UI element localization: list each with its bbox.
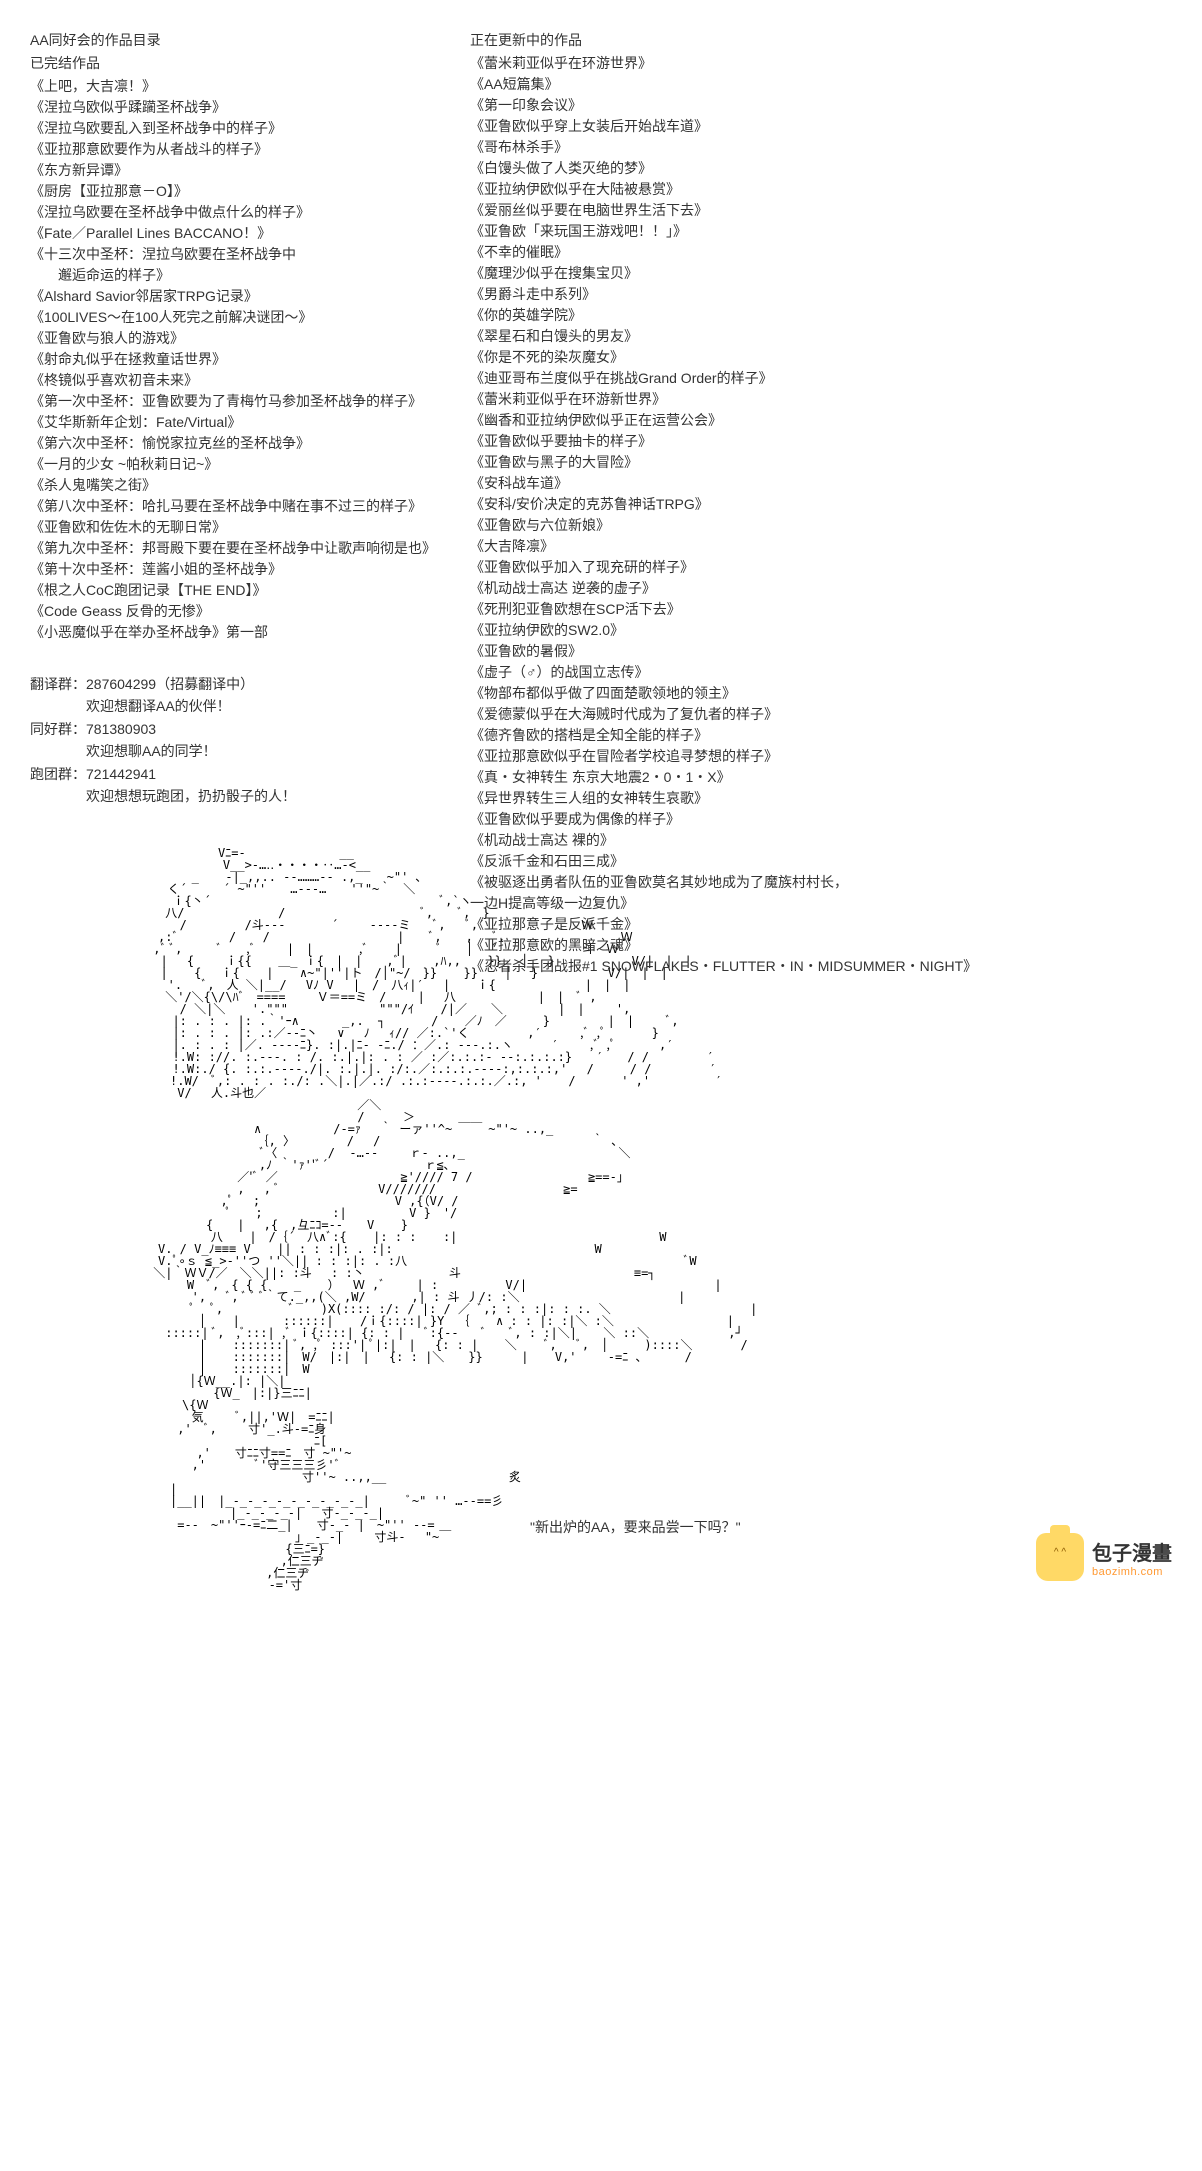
completed-item: 《上吧，大吉凛！》	[30, 76, 430, 97]
updating-item: 《物部布都似乎做了四面楚歌领地的领主》	[470, 683, 1172, 704]
updating-item: 《亚鲁欧似乎要抽卡的样子》	[470, 431, 1172, 452]
logo-sub-text: baozimh.com	[1092, 1566, 1172, 1578]
completed-item: 《涅拉乌欧要乱入到圣杯战争中的样子》	[30, 118, 430, 139]
updating-item: 《亚鲁欧与黑子的大冒险》	[470, 452, 1172, 473]
updating-item: 《蕾米莉亚似乎在环游新世界》	[470, 389, 1172, 410]
updating-item: 《亚拉那意子是反派千金》	[470, 914, 1172, 935]
updating-item: 《真・女神转生 东京大地震2・0・1・X》	[470, 767, 1172, 788]
site-logo[interactable]: ^ ^ 包子漫畫 baozimh.com	[1036, 1533, 1172, 1581]
updating-item: 《忍者杀手团战报#1 SNOWFLAKES・FLUTTER・IN・MIDSUMM…	[470, 956, 1172, 977]
completed-list: 《上吧，大吉凛！》《涅拉乌欧似乎蹂躏圣杯战争》《涅拉乌欧要乱入到圣杯战争中的样子…	[30, 76, 430, 643]
updating-item: 《你的英雄学院》	[470, 305, 1172, 326]
logo-text-block: 包子漫畫 baozimh.com	[1092, 1537, 1172, 1578]
right-column: 正在更新中的作品 《蕾米莉亚似乎在环游世界》《AA短篇集》《第一印象会议》《亚鲁…	[470, 30, 1172, 1591]
logo-main-text: 包子漫畫	[1092, 1537, 1172, 1566]
completed-item: 《杀人鬼嘴笑之街》	[30, 475, 430, 496]
completed-item: 《射命丸似乎在拯救童话世界》	[30, 349, 430, 370]
updating-item: 《亚拉纳伊欧的SW2.0》	[470, 620, 1172, 641]
updating-item: 《亚鲁欧「来玩国王游戏吧！！」》	[470, 221, 1172, 242]
updating-item: 《爱德蒙似乎在大海贼时代成为了复仇者的样子》	[470, 704, 1172, 725]
updating-item: 《不幸的催眠》	[470, 242, 1172, 263]
updating-item: 《亚拉纳伊欧似乎在大陆被悬赏》	[470, 179, 1172, 200]
trpg-group-label: 跑团群：721442941	[30, 763, 430, 785]
updating-item: 《被驱逐出勇者队伍的亚鲁欧莫名其妙地成为了魔族村村长， 一边H提高等级一边复仇》	[470, 872, 1172, 914]
completed-item: 《厨房【亚拉那意－O】》	[30, 181, 430, 202]
updating-item: 《白馒头做了人类灭绝的梦》	[470, 158, 1172, 179]
translate-group-label: 翻译群：287604299（招募翻译中）	[30, 673, 430, 695]
completed-item: 《第一次中圣杯：亚鲁欧要为了青梅竹马参加圣杯战争的样子》	[30, 391, 430, 412]
trpg-group-sub: 欢迎想想玩跑团，扔扔骰子的人！	[30, 785, 430, 807]
completed-item: 《Fate／Parallel Lines BACCANO！》	[30, 223, 430, 244]
updating-item: 《亚拉那意欧的黑暗之魂》	[470, 935, 1172, 956]
catalog-header: AA同好会的作品目录	[30, 30, 430, 51]
updating-item: 《翠星石和白馒头的男友》	[470, 326, 1172, 347]
updating-item: 《男爵斗走中系列》	[470, 284, 1172, 305]
completed-item: 《100LIVES～在100人死完之前解决谜团～》	[30, 307, 430, 328]
updating-item: 《蕾米莉亚似乎在环游世界》	[470, 53, 1172, 74]
updating-item: 《死刑犯亚鲁欧想在SCP活下去》	[470, 599, 1172, 620]
updating-item: 《AA短篇集》	[470, 74, 1172, 95]
completed-item: 《一月的少女 ~帕秋莉日记~》	[30, 454, 430, 475]
completed-item: 《小恶魔似乎在举办圣杯战争》第一部	[30, 622, 430, 643]
completed-title: 已完结作品	[30, 53, 430, 74]
updating-item: 《魔理沙似乎在搜集宝贝》	[470, 263, 1172, 284]
fan-group-label: 同好群：781380903	[30, 718, 430, 740]
baozi-icon: ^ ^	[1036, 1533, 1084, 1581]
completed-item: 《第九次中圣杯：邦哥殿下要在要在圣杯战争中让歌声响彻是也》	[30, 538, 430, 559]
completed-item: 《东方新异谭》	[30, 160, 430, 181]
completed-item: 《亚拉那意欧要作为从者战斗的样子》	[30, 139, 430, 160]
updating-item: 《安科/安价决定的克苏鲁神话TRPG》	[470, 494, 1172, 515]
completed-item: 《第六次中圣杯：愉悦家拉克丝的圣杯战争》	[30, 433, 430, 454]
updating-item: 《大吉降凛》	[470, 536, 1172, 557]
fan-group-sub: 欢迎想聊AA的同学！	[30, 740, 430, 762]
translate-group-sub: 欢迎想翻译AA的伙伴！	[30, 695, 430, 717]
completed-item: 《十三次中圣杯：涅拉乌欧要在圣杯战争中 邂逅命运的样子》	[30, 244, 430, 286]
completed-item: 《涅拉乌欧要在圣杯战争中做点什么的样子》	[30, 202, 430, 223]
updating-item: 《你是不死的染灰魔女》	[470, 347, 1172, 368]
updating-item: 《亚鲁欧似乎加入了现充研的样子》	[470, 557, 1172, 578]
completed-item: 《亚鲁欧与狼人的游戏》	[30, 328, 430, 349]
completed-item: 《艾华斯新年企划：Fate/Virtual》	[30, 412, 430, 433]
completed-item: 《根之人CoC跑团记录【THE END】》	[30, 580, 430, 601]
updating-item: 《安科战车道》	[470, 473, 1172, 494]
completed-item: 《第八次中圣杯：哈扎马要在圣杯战争中赌在事不过三的样子》	[30, 496, 430, 517]
ascii-art: Vﾆ=- __ V__>‐…‥・・・・‥…‐<__ _ -|_,,.. -‐………	[110, 847, 430, 1591]
updating-item: 《虚子（♂）的战国立志传》	[470, 662, 1172, 683]
completed-item: 《柊镜似乎喜欢初音未来》	[30, 370, 430, 391]
completed-item: 《Alshard Savior邻居家TRPG记录》	[30, 286, 430, 307]
completed-item: 《Code Geass 反骨的无惨》	[30, 601, 430, 622]
completed-item: 《第十次中圣杯：莲酱小姐的圣杯战争》	[30, 559, 430, 580]
updating-item: 《亚鲁欧与六位新娘》	[470, 515, 1172, 536]
updating-item: 《异世界转生三人组的女神转生哀歌》	[470, 788, 1172, 809]
updating-title: 正在更新中的作品	[470, 30, 1172, 51]
updating-item: 《德齐鲁欧的搭档是全知全能的样子》	[470, 725, 1172, 746]
updating-item: 《迪亚哥布兰度似乎在挑战Grand Order的样子》	[470, 368, 1172, 389]
updating-item: 《亚鲁欧似乎要成为偶像的样子》	[470, 809, 1172, 830]
updating-list: 《蕾米莉亚似乎在环游世界》《AA短篇集》《第一印象会议》《亚鲁欧似乎穿上女装后开…	[470, 53, 1172, 977]
updating-item: 《反派千金和石田三成》	[470, 851, 1172, 872]
updating-item: 《亚鲁欧似乎穿上女装后开始战车道》	[470, 116, 1172, 137]
completed-item: 《涅拉乌欧似乎蹂躏圣杯战争》	[30, 97, 430, 118]
updating-item: 《机动战士高达 裸的》	[470, 830, 1172, 851]
left-column: AA同好会的作品目录 已完结作品 《上吧，大吉凛！》《涅拉乌欧似乎蹂躏圣杯战争》…	[30, 30, 430, 1591]
updating-item: 《哥布林杀手》	[470, 137, 1172, 158]
updating-item: 《亚鲁欧的暑假》	[470, 641, 1172, 662]
completed-item: 《亚鲁欧和佐佐木的无聊日常》	[30, 517, 430, 538]
groups-section: 翻译群：287604299（招募翻译中） 欢迎想翻译AA的伙伴！ 同好群：781…	[30, 673, 430, 807]
updating-item: 《爱丽丝似乎要在电脑世界生活下去》	[470, 200, 1172, 221]
updating-item: 《机动战士高达 逆袭的虚子》	[470, 578, 1172, 599]
updating-item: 《幽香和亚拉纳伊欧似乎正在运营公会》	[470, 410, 1172, 431]
updating-item: 《亚拉那意欧似乎在冒险者学校追寻梦想的样子》	[470, 746, 1172, 767]
updating-item: 《第一印象会议》	[470, 95, 1172, 116]
